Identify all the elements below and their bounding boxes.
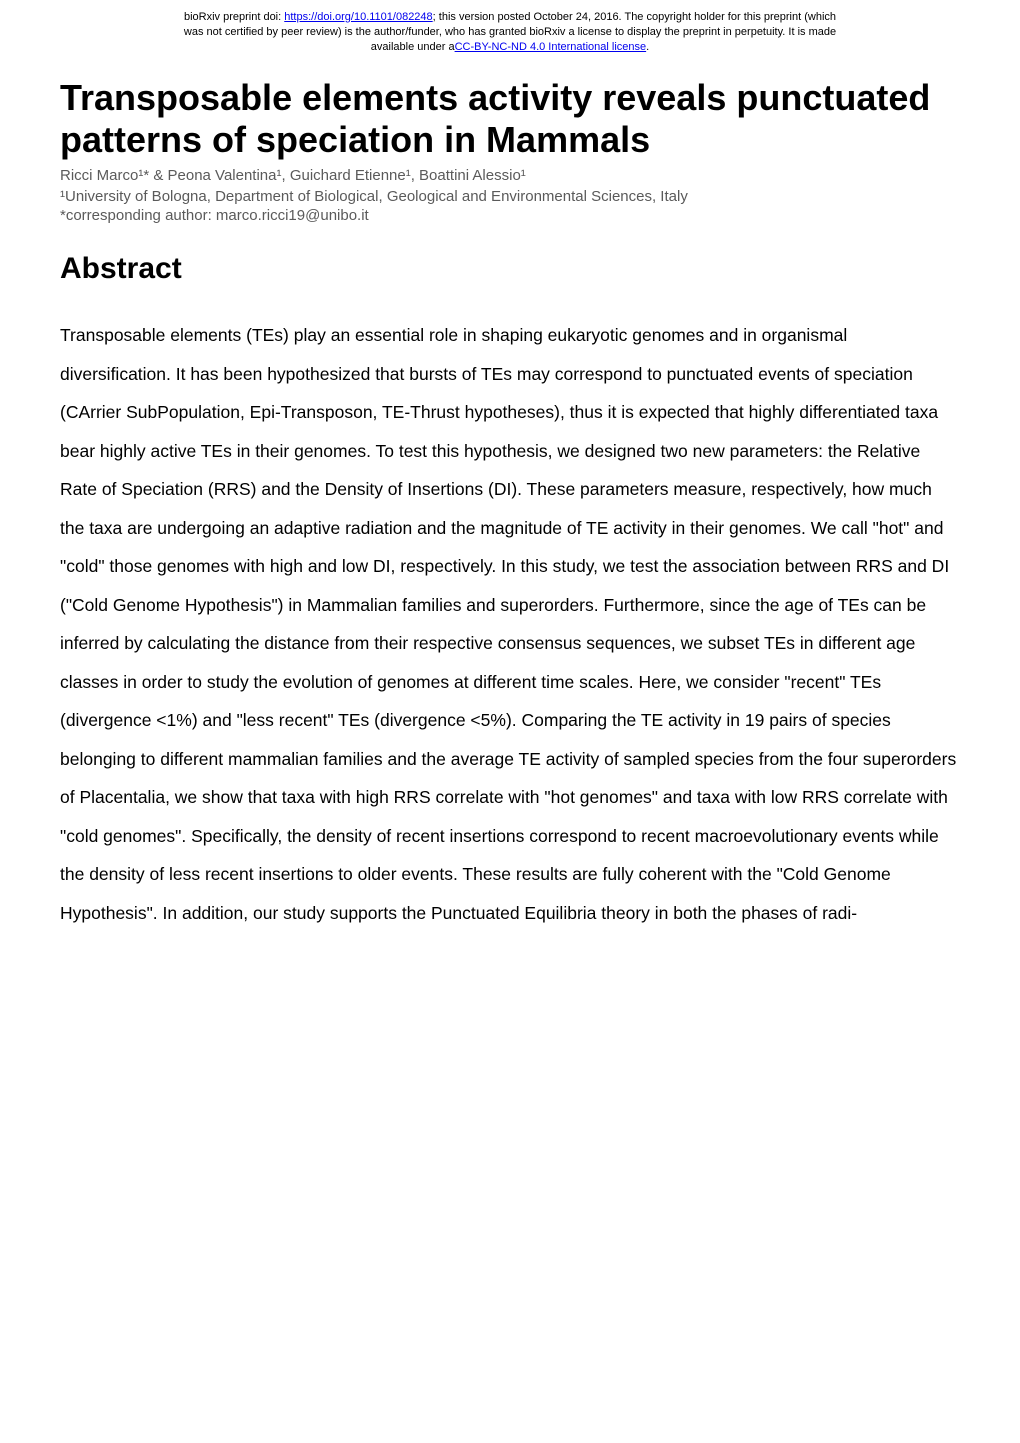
preprint-header: bioRxiv preprint doi: https://doi.org/10… — [60, 0, 960, 73]
abstract-body: Transposable elements (TEs) play an esse… — [60, 316, 960, 932]
header-line1-post: ; this version posted October 24, 2016. … — [433, 11, 836, 23]
abstract-heading: Abstract — [60, 252, 960, 286]
authors-line: Ricci Marco¹* & Peona Valentina¹, Guicha… — [60, 167, 960, 184]
header-line2: was not certified by peer review) is the… — [184, 26, 836, 38]
header-line3-pre: available under a — [371, 41, 455, 53]
affiliation-line: ¹University of Bologna, Department of Bi… — [60, 188, 960, 205]
doi-link[interactable]: https://doi.org/10.1101/082248 — [284, 11, 432, 23]
header-line1-pre: bioRxiv preprint doi: — [184, 11, 284, 23]
corresponding-author: *corresponding author: marco.ricci19@uni… — [60, 207, 960, 224]
paper-title: Transposable elements activity reveals p… — [60, 77, 960, 162]
header-line3-post: . — [646, 41, 649, 53]
license-link[interactable]: CC-BY-NC-ND 4.0 International license — [455, 41, 647, 53]
